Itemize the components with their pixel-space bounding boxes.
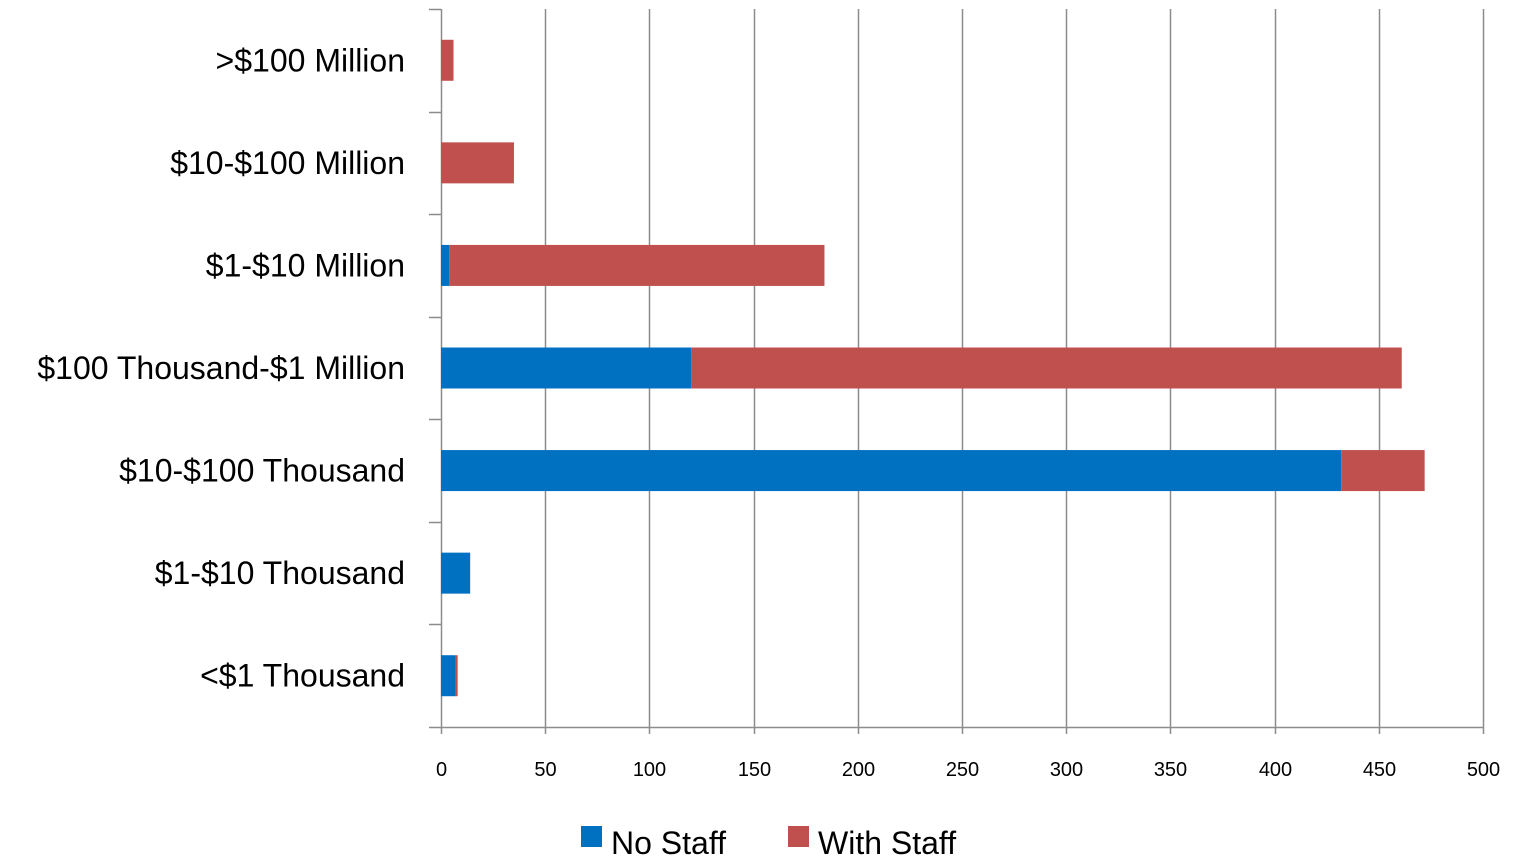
bar-no-staff [441, 244, 450, 286]
x-tick-label: 350 [1154, 759, 1187, 781]
category-label: $10-$100 Million [170, 145, 405, 181]
legend-swatch [788, 826, 809, 847]
bar-no-staff [441, 450, 1342, 492]
bar-with-staff [441, 39, 454, 81]
legend-label: No Staff [611, 825, 726, 859]
bar-with-staff [691, 347, 1402, 389]
bar-no-staff [441, 347, 692, 389]
bar-with-staff [1341, 450, 1425, 492]
legend-swatch [581, 826, 602, 847]
bar-with-staff [455, 655, 458, 697]
category-label: <$1 Thousand [200, 658, 405, 694]
x-tick-label: 250 [946, 759, 979, 781]
x-tick-label: 300 [1050, 759, 1083, 781]
bar-no-staff [441, 552, 471, 594]
bars [441, 39, 1425, 697]
bar-no-staff [441, 655, 456, 697]
category-label: $100 Thousand-$1 Million [37, 350, 405, 386]
category-label: >$100 Million [216, 42, 405, 78]
category-label: $1-$10 Million [206, 247, 405, 283]
category-label: $10-$100 Thousand [119, 453, 405, 489]
legend-label: With Staff [818, 825, 956, 859]
legend: No Staff With Staff [581, 825, 956, 859]
bar-with-staff [449, 244, 825, 286]
x-tick-label: 500 [1467, 759, 1500, 781]
x-tick-label: 0 [436, 759, 447, 781]
category-label: $1-$10 Thousand [155, 555, 405, 591]
x-tick-label: 450 [1363, 759, 1396, 781]
x-tick-label: 150 [738, 759, 771, 781]
x-tick-label: 200 [842, 759, 875, 781]
category-labels: >$100 Million $10-$100 Million $1-$10 Mill… [37, 42, 405, 693]
bar-with-staff [441, 142, 514, 184]
x-tick-label: 50 [534, 759, 556, 781]
x-tick-label: 100 [633, 759, 666, 781]
x-tick-labels: 0 50 100 150 200 250 300 350 400 450 500 [436, 759, 1500, 781]
x-tick-label: 400 [1259, 759, 1292, 781]
